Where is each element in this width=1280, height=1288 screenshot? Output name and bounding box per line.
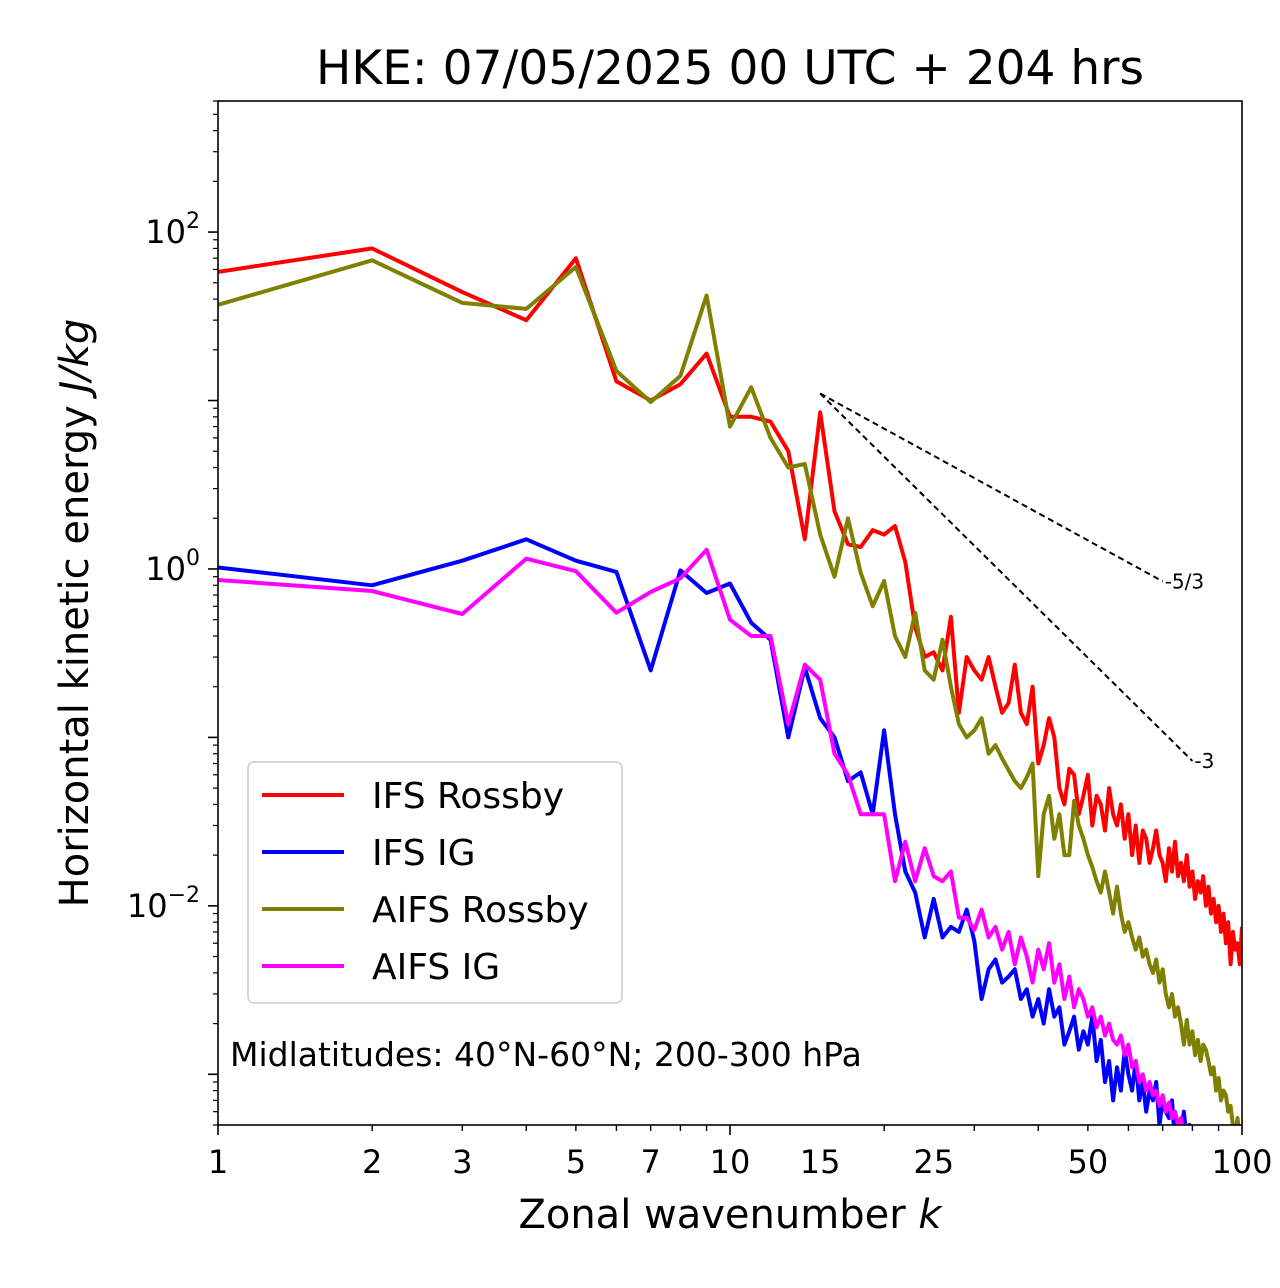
legend-item-ifs-ig: IFS IG [262, 833, 476, 874]
legend: IFS Rossby IFS IG AIFS Rossby AIFS IG [247, 761, 623, 1004]
legend-label: AIFS IG [372, 947, 500, 988]
legend-label: IFS IG [372, 833, 476, 874]
x-tick-label: 1 [208, 1143, 228, 1181]
reference-line-label: -3 [1194, 749, 1214, 773]
x-tick-label: 5 [566, 1143, 586, 1181]
series-layer [218, 246, 1242, 1125]
series-line-ifs-ig [218, 537, 1192, 1125]
reference-line-slope-5-3 [819, 392, 1164, 583]
y-tick-label: 10−2 [127, 883, 200, 925]
x-tick-label: 25 [913, 1143, 954, 1181]
legend-box [247, 761, 623, 1004]
x-axis-label: Zonal wavenumber k [518, 1192, 943, 1238]
reference-line-label: -5/3 [1165, 569, 1204, 593]
series-line-aifs-ig [218, 547, 1189, 1125]
region-annotation: Midlatitudes: 40°N-60°N; 200-300 hPa [230, 1035, 862, 1074]
chart-title: HKE: 07/05/2025 00 UTC + 204 hrs [316, 41, 1144, 96]
x-tick-label: 100 [1211, 1143, 1272, 1181]
y-tick-label: 100 [145, 546, 200, 588]
y-axis-units: J/kg [52, 319, 98, 400]
legend-label: AIFS Rossby [372, 890, 589, 931]
legend-label: IFS Rossby [372, 776, 564, 817]
x-tick-label: 3 [452, 1143, 472, 1181]
reference-line-slope-3 [819, 392, 1194, 762]
x-tick-label: 10 [710, 1143, 751, 1181]
x-tick-label: 7 [641, 1143, 661, 1181]
x-tick-label: 50 [1068, 1143, 1109, 1181]
legend-item-aifs-rossby: AIFS Rossby [262, 890, 589, 931]
y-axis-label: Horizontal kinetic energy J/kg [52, 319, 98, 908]
reference-lines: -5/3 -3 [819, 392, 1214, 773]
y-axis-ticks: 102 100 10−2 [127, 100, 218, 1126]
y-tick-label: 102 [145, 209, 200, 251]
x-tick-label: 15 [800, 1143, 841, 1181]
x-axis-symbol: k [918, 1192, 943, 1238]
legend-item-aifs-ig: AIFS IG [262, 947, 500, 988]
x-tick-label: 2 [362, 1143, 382, 1181]
series-line-aifs-rossby [218, 258, 1241, 1125]
legend-entries: IFS Rossby IFS IG AIFS Rossby AIFS IG [262, 776, 589, 988]
legend-item-ifs-rossby: IFS Rossby [262, 776, 564, 817]
x-axis-ticks: 1 2 3 5 7 10 15 25 50 100 [208, 1125, 1273, 1181]
